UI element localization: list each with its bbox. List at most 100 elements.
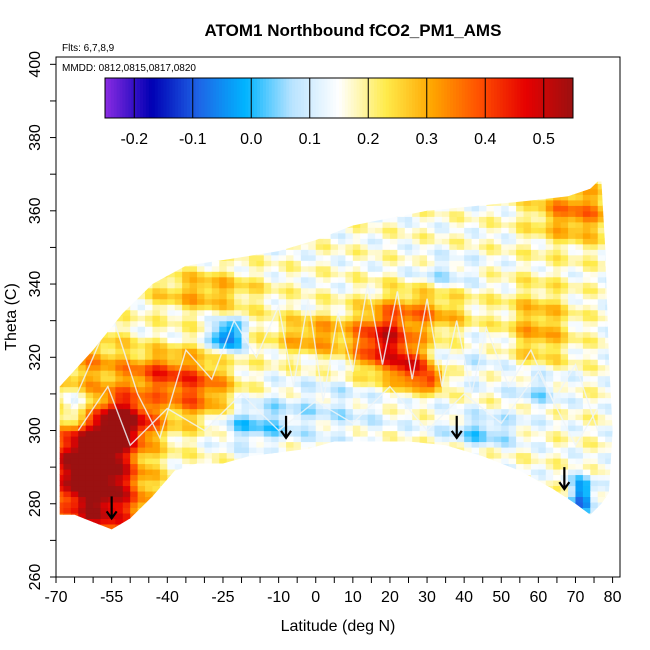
heatmap-cell — [263, 238, 272, 245]
heatmap-cell — [211, 512, 220, 520]
heatmap-cell — [545, 370, 554, 377]
heatmap-cell — [338, 364, 347, 371]
heatmap-cell — [412, 425, 421, 432]
heatmap-cell — [167, 227, 176, 234]
heatmap-cell — [449, 243, 458, 250]
heatmap-cell — [330, 457, 339, 465]
heatmap-cell — [78, 408, 87, 415]
heatmap-cell — [479, 419, 488, 426]
heatmap-cell — [248, 485, 257, 492]
heatmap-cell — [248, 364, 257, 371]
heatmap-cell — [530, 447, 539, 454]
heatmap-cell — [412, 342, 421, 349]
heatmap-cell — [152, 227, 161, 234]
heatmap-cell — [115, 210, 124, 217]
heatmap-cell — [360, 331, 369, 338]
heatmap-cell — [308, 425, 317, 432]
heatmap-cell — [234, 457, 243, 465]
heatmap-cell — [293, 463, 302, 470]
heatmap-cell — [197, 210, 206, 217]
heatmap-cell — [449, 238, 458, 245]
heatmap-cell — [219, 249, 228, 256]
heatmap-cell — [278, 194, 287, 201]
heatmap-cell — [471, 232, 480, 239]
heatmap-cell — [234, 260, 243, 267]
heatmap-cell — [122, 304, 131, 311]
heatmap-cell — [404, 331, 413, 338]
heatmap-cell — [167, 474, 176, 481]
heatmap-cell — [345, 271, 354, 278]
heatmap-cell — [516, 397, 525, 404]
heatmap-cell — [545, 260, 554, 267]
heatmap-cell — [152, 287, 161, 294]
heatmap-cell — [130, 287, 139, 294]
heatmap-cell — [300, 392, 309, 399]
heatmap-cell — [263, 331, 272, 338]
heatmap-cell — [575, 419, 584, 426]
heatmap-cell — [234, 205, 243, 212]
heatmap-cell — [204, 271, 213, 278]
heatmap-cell — [545, 441, 554, 448]
heatmap-cell — [553, 216, 562, 223]
heatmap-cell — [100, 232, 109, 239]
heatmap-cell — [107, 210, 116, 217]
heatmap-cell — [271, 282, 280, 289]
heatmap-cell — [419, 260, 428, 267]
heatmap-cell — [308, 414, 317, 421]
heatmap-cell — [152, 353, 161, 360]
heatmap-cell — [107, 238, 116, 245]
heatmap-cell — [159, 304, 168, 311]
heatmap-cell — [152, 436, 161, 443]
heatmap-cell — [464, 529, 473, 530]
heatmap-cell — [538, 501, 547, 509]
heatmap-cell — [530, 496, 539, 503]
heatmap-cell — [256, 315, 265, 322]
heatmap-cell — [367, 403, 376, 410]
heatmap-cell — [122, 403, 131, 410]
heatmap-cell — [315, 298, 324, 305]
heatmap-cell — [226, 260, 235, 267]
heatmap-cell — [182, 282, 191, 289]
heatmap-cell — [538, 183, 547, 190]
heatmap-cell — [523, 282, 532, 289]
heatmap-cell — [248, 282, 257, 289]
heatmap-cell — [93, 181, 102, 184]
heatmap-cell — [434, 392, 443, 399]
heatmap-cell — [145, 232, 154, 239]
heatmap-cell — [137, 507, 146, 514]
heatmap-cell — [360, 414, 369, 421]
heatmap-cell — [582, 457, 591, 465]
heatmap-cell — [308, 408, 317, 415]
heatmap-cell — [538, 436, 547, 443]
heatmap-cell — [508, 474, 517, 481]
heatmap-cell — [78, 172, 86, 178]
heatmap-cell — [375, 523, 384, 530]
heatmap-cell — [78, 304, 87, 311]
heatmap-cell — [85, 210, 94, 217]
heatmap-cell — [330, 496, 339, 503]
heatmap-cell — [516, 403, 525, 410]
heatmap-cell — [568, 216, 577, 223]
heatmap-cell — [226, 408, 235, 415]
heatmap-cell — [427, 490, 436, 498]
heatmap-cell — [248, 216, 257, 223]
heatmap-cell — [263, 293, 272, 300]
heatmap-cell — [412, 457, 421, 465]
heatmap-cell — [367, 342, 376, 349]
heatmap-cell — [263, 221, 272, 228]
heatmap-cell — [115, 304, 124, 311]
heatmap-cell — [152, 414, 161, 421]
heatmap-cell — [152, 172, 160, 178]
heatmap-cell — [464, 210, 473, 217]
heatmap-cell — [434, 265, 443, 272]
heatmap-cell — [278, 518, 287, 525]
heatmap-cell — [152, 326, 161, 333]
heatmap-cell — [605, 468, 613, 476]
heatmap-cell — [345, 243, 354, 250]
heatmap-cell — [263, 403, 272, 410]
heatmap-cell — [508, 293, 517, 300]
heatmap-cell — [553, 326, 562, 333]
heatmap-cell — [130, 260, 139, 267]
heatmap-cell — [323, 403, 332, 410]
heatmap-cell — [538, 243, 547, 250]
